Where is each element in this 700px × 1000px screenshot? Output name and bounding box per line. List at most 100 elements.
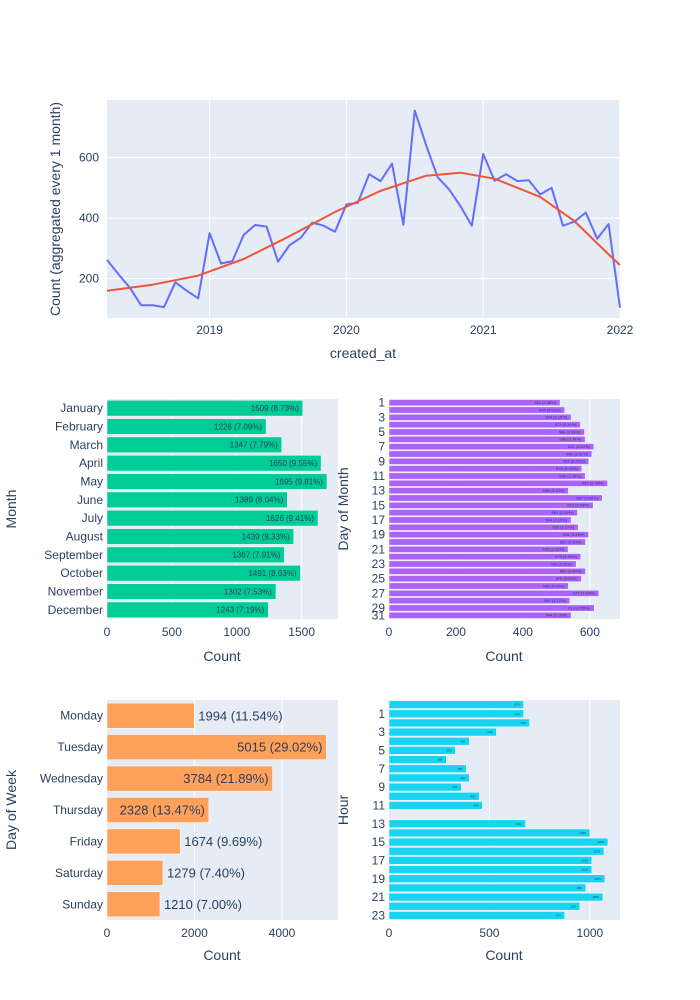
day-of-month-y-tick-label: 31 [372, 608, 386, 622]
month-bar [106, 510, 319, 527]
day-of-month-bar [388, 450, 593, 458]
timeseries-y-tick-label: 200 [79, 272, 99, 286]
day-of-month-bar-label: 540 (3.12%) [544, 598, 566, 603]
hour-bar-label: 360 [452, 785, 457, 789]
month-y-tick-label: September [44, 548, 103, 562]
count-series-line [106, 109, 621, 309]
hour-bar-label: 1070 [593, 849, 600, 853]
day-of-month-bar-label: 544 (3.15%) [545, 613, 567, 618]
day-of-month-bar-label: 627 (3.63%) [573, 591, 595, 596]
hour-x-tick-label: 500 [479, 926, 499, 940]
hour-bar [388, 847, 605, 856]
day-of-month-bar [388, 604, 595, 612]
month-bar [106, 565, 301, 582]
hour-bar [388, 718, 530, 728]
month-bar-label: 1650 (9.55%) [269, 459, 317, 468]
hour-bar [388, 892, 604, 902]
hour-bar-label: 450 [470, 794, 475, 798]
day-of-month-x-tick-label: 600 [580, 625, 600, 639]
day-of-month-bar-label: 613 (3.55%) [568, 605, 590, 610]
hour-y-tick-label: 21 [372, 890, 386, 904]
month-plot-area [107, 399, 338, 619]
day-of-month-bar [388, 479, 608, 487]
day-of-month-bar [388, 406, 566, 414]
hour-bar [388, 801, 483, 810]
day-of-month-bar-label: 563 (3.26%) [552, 510, 574, 515]
hour-bar-label: 670 [515, 712, 520, 716]
day-of-week-y-tick-label: Friday [70, 834, 103, 848]
hour-y-tick-label: 5 [378, 743, 385, 757]
day-of-month-bar [388, 575, 582, 583]
day-of-month-bar [388, 428, 585, 436]
hour-y-tick-label: 9 [378, 780, 385, 794]
day-of-month-x-axis-title: Count [485, 648, 522, 664]
day-of-month-bar [388, 597, 571, 605]
day-of-week-bar-label: 2328 (13.47%) [120, 803, 205, 818]
hour-bar [388, 727, 497, 737]
day-of-week-bar [106, 702, 195, 729]
day-of-month-bar-label: 576 (3.34%) [556, 466, 578, 471]
hour-bar [388, 755, 447, 764]
hour-bar-label: 1010 [581, 858, 588, 862]
month-bar [106, 601, 269, 618]
day-of-month-bar-label: 572 (3.31%) [555, 422, 577, 427]
hour-bar-label: 400 [460, 776, 465, 780]
month-bar [106, 455, 322, 472]
day-of-month-bar-label: 536 (3.10%) [543, 583, 565, 588]
day-of-month-bar [388, 611, 572, 619]
month-y-axis-title: Month [3, 490, 19, 529]
day-of-month-bar-label: 597 (3.45%) [563, 459, 585, 464]
day-of-week-x-axis-title: Count [203, 947, 240, 963]
day-of-month-bar-label: 587 (3.40%) [560, 539, 582, 544]
hour-bar [388, 782, 462, 792]
day-of-month-bar-label: 587 (3.40%) [560, 569, 582, 574]
day-of-month-panel: 0 200 400 600 1 511 (2.96%) 525 (3.04%) 3 544 (3… [335, 396, 620, 664]
day-of-month-bar [388, 509, 578, 517]
day-of-month-bar [388, 582, 569, 590]
hour-bar-label: 670 [515, 703, 520, 707]
day-of-month-x-tick-label: 400 [513, 625, 533, 639]
month-bar-label: 1347 (7.79%) [230, 441, 278, 450]
month-y-tick-label: August [66, 530, 104, 544]
day-of-month-bar [388, 443, 595, 451]
month-y-tick-label: July [82, 511, 103, 525]
month-x-tick-label: 500 [162, 625, 182, 639]
hour-bar-label: 1000 [579, 831, 586, 835]
day-of-week-bar [106, 860, 164, 886]
day-of-week-y-tick-label: Monday [60, 709, 103, 723]
hour-y-tick-label: 19 [372, 872, 386, 886]
hour-y-axis-title: Hour [335, 794, 351, 825]
day-of-week-bar-label: 3784 (21.89%) [183, 771, 268, 786]
day-of-month-bar-label: 584 (3.38%) [559, 429, 581, 434]
day-of-month-bar [388, 399, 561, 407]
day-of-month-bar [388, 567, 586, 575]
day-of-week-y-tick-label: Wednesday [40, 772, 103, 786]
day-of-month-bar [388, 472, 586, 480]
day-of-month-x-tick-label: 200 [446, 625, 466, 639]
hour-bar [388, 837, 609, 847]
hour-plot-area [389, 700, 620, 920]
day-of-month-y-tick-label: 15 [372, 498, 386, 512]
day-of-month-bar [388, 413, 572, 421]
hour-bar [388, 764, 467, 773]
day-of-month-y-tick-label: 27 [372, 586, 386, 600]
day-of-month-bar [388, 465, 583, 473]
day-of-week-bar-label: 1994 (11.54%) [198, 708, 282, 723]
day-of-month-bar [388, 523, 579, 531]
month-bar-label: 1491 (8.63%) [248, 569, 296, 578]
hour-bar-label: 980 [577, 886, 582, 890]
hour-bar-label: 465 [473, 803, 478, 807]
day-of-month-bar-label: 544 (3.15%) [545, 517, 567, 522]
day-of-month-bar-label: 606 (3.51%) [566, 451, 588, 456]
day-of-week-x-tick-label: 4000 [269, 926, 296, 940]
timeseries-y-tick-label: 400 [79, 211, 99, 225]
hour-bar-label: 875 [556, 913, 561, 917]
hour-x-tick-label: 0 [386, 926, 393, 940]
day-of-month-bar [388, 538, 586, 546]
month-bar [106, 528, 294, 545]
timeseries-x-tick-label: 2022 [607, 323, 634, 337]
day-of-month-bar [388, 531, 589, 539]
day-of-month-bar-label: 565 (3.27%) [552, 525, 574, 530]
hour-bar-label: 285 [437, 758, 442, 762]
day-of-month-bar-label: 511 (2.96%) [535, 400, 557, 405]
